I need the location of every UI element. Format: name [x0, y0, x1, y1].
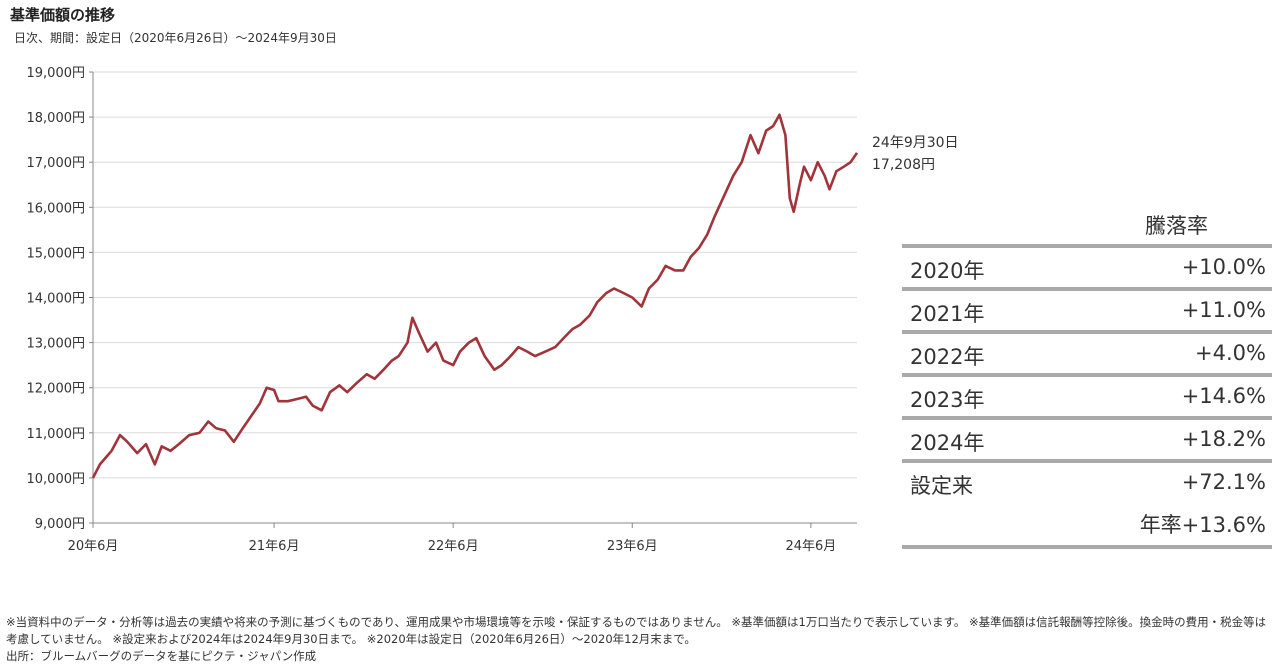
y-tick-label: 18,000円: [27, 111, 86, 126]
series-layer: [91, 113, 859, 479]
returns-row-2023: 2023年 +14.6%: [902, 377, 1272, 420]
row-label: 2024年: [910, 431, 985, 455]
y-tick-label: 9,000円: [35, 517, 85, 532]
end-value-annotation: 24年9月30日 17,208円: [872, 132, 959, 176]
row-label: 2022年: [910, 345, 985, 369]
x-tick-label: 23年6月: [607, 539, 658, 554]
y-tick-label: 17,000円: [27, 156, 86, 171]
nav-series-line: [91, 113, 859, 479]
source-note: 出所：ブルームバーグのデータを基にピクテ・ジャパン作成: [6, 649, 317, 663]
line-chart: 19,000円 18,000円 17,000円 16,000円 15,000円 14,00…: [27, 66, 859, 554]
chart-title: 基準価額の推移: [10, 6, 116, 24]
row-value: +4.0%: [1195, 341, 1266, 365]
chart-subtitle: 日次、期間：設定日（2020年6月26日）～2024年9月30日: [14, 31, 337, 45]
x-tick-label: 24年6月: [785, 539, 836, 554]
y-axis-ticks: 19,000円 18,000円 17,000円 16,000円 15,000円 14,00…: [27, 66, 93, 532]
returns-row-2024: 2024年 +18.2%: [902, 420, 1272, 463]
row-value: +11.0%: [1181, 298, 1266, 322]
row-label: 2023年: [910, 388, 985, 412]
returns-row-2021: 2021年 +11.0%: [902, 291, 1272, 334]
x-tick-label: 22年6月: [428, 539, 479, 554]
row-label: 2020年: [910, 259, 985, 283]
x-tick-label: 20年6月: [68, 539, 119, 554]
row-value: +10.0%: [1181, 255, 1266, 279]
row-label: 設定来: [910, 474, 973, 498]
returns-row-since-inception: 設定来 +72.1%: [902, 463, 1272, 505]
x-axis-ticks: 20年6月 21年6月 22年6月 23年6月 24年6月: [68, 523, 836, 554]
annualized-value: 年率+13.6%: [1139, 513, 1266, 537]
row-value: +14.6%: [1181, 384, 1266, 408]
row-label: 2021年: [910, 302, 985, 326]
returns-row-2022: 2022年 +4.0%: [902, 334, 1272, 377]
x-tick-label: 21年6月: [249, 539, 300, 554]
returns-table: 騰落率 2020年 +10.0% 2021年 +11.0% 2022年 +4.0…: [902, 206, 1272, 549]
returns-header-label: 騰落率: [1145, 214, 1208, 238]
y-tick-label: 14,000円: [27, 292, 86, 307]
disclaimer-note: ※当資料中のデータ・分析等は過去の実績や将来の予測に基づくものであり、運用成果や…: [6, 615, 1267, 646]
table-top-rule: [902, 244, 1272, 248]
y-tick-label: 16,000円: [27, 201, 86, 216]
gridlines: [93, 71, 857, 479]
y-tick-label: 19,000円: [27, 66, 86, 81]
returns-table-header: 騰落率: [902, 206, 1272, 244]
returns-row-2020: 2020年 +10.0%: [902, 248, 1272, 291]
y-tick-label: 12,000円: [27, 382, 86, 397]
end-value-label: 17,208円: [872, 157, 935, 173]
y-tick-label: 13,000円: [27, 337, 86, 352]
footnotes: ※当資料中のデータ・分析等は過去の実績や将来の予測に基づくものであり、運用成果や…: [6, 614, 1274, 665]
end-date-label: 24年9月30日: [872, 135, 959, 151]
returns-row-annualized: 年率+13.6%: [902, 505, 1272, 549]
y-tick-label: 10,000円: [27, 472, 86, 487]
y-tick-label: 15,000円: [27, 246, 86, 261]
row-value: +18.2%: [1181, 427, 1266, 451]
y-tick-label: 11,000円: [27, 427, 86, 442]
row-value: +72.1%: [1181, 470, 1266, 494]
